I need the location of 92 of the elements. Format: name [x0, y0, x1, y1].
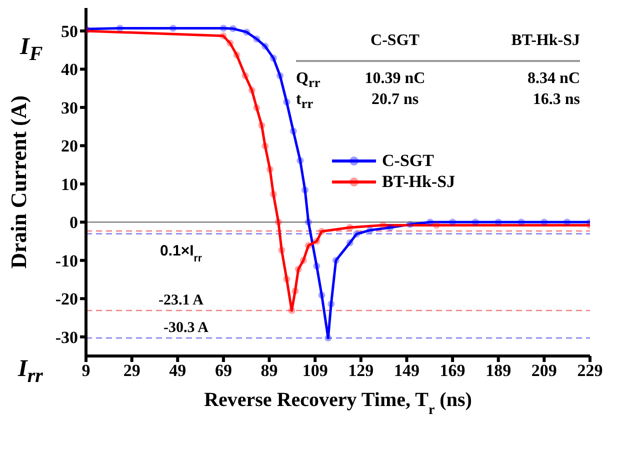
- x-tick-label: 129: [348, 361, 374, 380]
- point: [270, 190, 277, 198]
- point: [353, 230, 360, 238]
- x-tick-label: 169: [440, 361, 466, 380]
- x-tick-label: 209: [531, 361, 557, 380]
- point: [433, 222, 440, 229]
- annotation: 20.7 ns: [371, 91, 419, 108]
- point: [248, 86, 256, 94]
- point: [288, 306, 296, 314]
- annotation: 8.34 nC: [528, 70, 580, 87]
- point: [346, 239, 354, 246]
- text: I$_{rr}$: [18, 356, 43, 387]
- point: [283, 276, 290, 283]
- point: [332, 256, 340, 264]
- y-tick-label: -20: [55, 290, 78, 309]
- point: [518, 218, 525, 226]
- point: [380, 222, 387, 229]
- point: [304, 218, 312, 226]
- point: [300, 256, 307, 264]
- point: [242, 72, 249, 80]
- point: [274, 218, 282, 226]
- point: [313, 238, 320, 245]
- legend-label: C-SGT: [382, 150, 434, 170]
- point: [302, 186, 309, 194]
- point: [290, 128, 297, 135]
- point: [328, 300, 335, 308]
- legend-label: BT-Hk-SJ: [382, 172, 456, 192]
- annotation: 16.3 ns: [532, 91, 580, 108]
- x-tick-label: 89: [260, 361, 278, 380]
- x-tick-label: 49: [169, 361, 186, 380]
- point: [230, 25, 237, 32]
- point: [494, 218, 502, 226]
- text: I$_{F}$: [20, 34, 43, 65]
- point: [318, 292, 326, 299]
- point: [276, 72, 284, 80]
- annotation: Q$_{rr}$: [296, 70, 320, 90]
- point: [226, 40, 234, 47]
- point: [313, 262, 320, 270]
- annotation: t$_{rr}$: [296, 91, 314, 112]
- point: [366, 226, 374, 234]
- x-tick-label: 189: [486, 361, 512, 380]
- point: [258, 122, 266, 129]
- point: [220, 24, 227, 32]
- y-tick-label: -10: [55, 251, 78, 270]
- point: [540, 218, 548, 226]
- y-tick-label: 50: [61, 22, 78, 41]
- point: [318, 228, 326, 235]
- point: [266, 166, 274, 173]
- x-tick-label: 29: [123, 361, 140, 380]
- point: [564, 218, 571, 226]
- y-axis-title: Drain Current (A): [6, 95, 31, 269]
- y-tick-label: 20: [61, 136, 78, 156]
- x-tick-label: 109: [302, 361, 328, 380]
- y-tick-label: 40: [61, 60, 78, 80]
- x-tick-label: 9: [82, 361, 90, 380]
- y-tick-label: 30: [61, 98, 78, 118]
- point: [253, 35, 260, 42]
- y-tick-label: 10: [61, 174, 78, 194]
- point: [262, 142, 269, 150]
- point: [324, 334, 332, 342]
- point: [270, 54, 277, 62]
- point: [283, 98, 290, 106]
- point: [220, 32, 227, 40]
- ref-line-label: -30.3 A: [164, 320, 209, 336]
- point: [243, 28, 250, 36]
- point: [116, 24, 124, 32]
- point: [278, 246, 286, 254]
- point: [406, 220, 414, 228]
- point: [449, 218, 456, 226]
- point: [346, 224, 354, 232]
- ref-line-label: 0.1×I$_{rr}$: [160, 242, 202, 265]
- y-tick-label: 0: [70, 213, 78, 232]
- x-tick-label: 149: [394, 361, 420, 380]
- point: [170, 24, 177, 32]
- point: [294, 266, 302, 273]
- annotation: 10.39 nC: [364, 70, 426, 87]
- point: [426, 218, 434, 226]
- point: [472, 218, 479, 226]
- x-tick-label: 229: [577, 361, 603, 380]
- point: [253, 104, 260, 112]
- x-tick-label: 69: [214, 361, 232, 380]
- annotation: BT-Hk-SJ: [511, 32, 580, 49]
- point: [233, 52, 240, 59]
- annotation: C-SGT: [370, 32, 420, 49]
- point: [386, 224, 394, 232]
- y-tick-label: -30: [55, 328, 78, 347]
- ref-line-label: -23.1 A: [158, 292, 204, 308]
- point: [292, 287, 299, 294]
- point: [262, 42, 269, 50]
- point: [304, 242, 312, 249]
- point: [296, 157, 304, 164]
- x-axis-title: Reverse Recovery Time, T$_{r}$ (ns): [204, 389, 472, 418]
